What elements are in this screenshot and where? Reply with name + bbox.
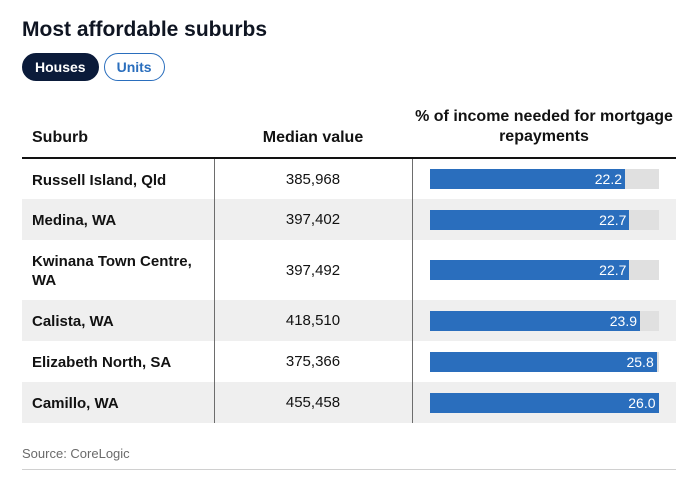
income-percent-cell: 22.2 xyxy=(412,158,676,199)
bar-fill: 22.2 xyxy=(429,169,626,189)
income-percent-cell: 25.8 xyxy=(412,341,676,382)
bar-track: 22.7 xyxy=(429,209,659,230)
affordable-suburbs-table: Suburb Median value % of income needed f… xyxy=(22,104,676,423)
suburb-cell: Medina, WA xyxy=(32,212,117,229)
suburb-cell: Camillo, WA xyxy=(32,395,119,412)
bar-track: 26.0 xyxy=(429,392,659,413)
units-toggle-button[interactable]: Units xyxy=(103,53,165,81)
bar-value-label: 26.0 xyxy=(628,394,656,411)
median-value-cell: 397,402 xyxy=(213,199,413,240)
bar-track: 23.9 xyxy=(429,310,659,331)
income-percent-cell: 26.0 xyxy=(412,382,676,423)
bar-track: 22.7 xyxy=(429,260,659,280)
page-title: Most affordable suburbs xyxy=(22,18,268,41)
bar-value-label: 25.8 xyxy=(626,353,654,370)
source-note: Source: CoreLogic xyxy=(22,446,130,461)
bar-fill: 26.0 xyxy=(429,392,659,413)
table-row: Elizabeth North, SA 375,366 25.8 xyxy=(22,341,676,382)
table-header-row: Suburb Median value % of income needed f… xyxy=(22,104,676,158)
bottom-divider xyxy=(22,469,676,470)
header-median-value: Median value xyxy=(262,129,364,146)
suburb-cell: Russell Island, Qld xyxy=(32,171,167,189)
income-percent-cell: 22.7 xyxy=(412,240,676,300)
table-row: Camillo, WA 455,458 26.0 xyxy=(22,382,676,423)
median-value-cell: 385,968 xyxy=(213,158,413,199)
median-value-cell: 375,366 xyxy=(213,341,413,382)
houses-toggle-button[interactable]: Houses xyxy=(22,53,99,81)
bar-fill: 22.7 xyxy=(429,260,630,280)
suburb-cell: Kwinana Town Centre, WA xyxy=(32,253,192,289)
bar-fill: 25.8 xyxy=(429,351,657,372)
bar-track: 22.2 xyxy=(429,169,659,189)
header-income-percent: % of income needed for mortgage repaymen… xyxy=(415,108,673,145)
suburb-cell: Calista, WA xyxy=(32,313,114,330)
median-value-cell: 397,492 xyxy=(213,240,413,300)
income-percent-cell: 22.7 xyxy=(412,199,676,240)
table-row: Medina, WA 397,402 22.7 xyxy=(22,199,676,240)
bar-track: 25.8 xyxy=(429,351,659,372)
bar-fill: 22.7 xyxy=(429,209,630,230)
table-row: Russell Island, Qld 385,968 22.2 xyxy=(22,158,676,199)
bar-value-label: 22.2 xyxy=(594,171,623,187)
median-value-cell: 418,510 xyxy=(213,300,413,341)
median-value-cell: 455,458 xyxy=(213,382,413,423)
table-row: Kwinana Town Centre, WA 397,492 22.7 xyxy=(22,240,676,300)
property-type-toggle-group: Houses Units xyxy=(22,53,165,81)
bar-fill: 23.9 xyxy=(429,310,640,331)
bar-value-label: 23.9 xyxy=(609,312,637,329)
bar-value-label: 22.7 xyxy=(599,211,627,228)
table-row: Calista, WA 418,510 23.9 xyxy=(22,300,676,341)
bar-value-label: 22.7 xyxy=(599,262,627,278)
income-percent-cell: 23.9 xyxy=(412,300,676,341)
header-suburb: Suburb xyxy=(32,129,88,146)
suburb-cell: Elizabeth North, SA xyxy=(32,354,172,371)
